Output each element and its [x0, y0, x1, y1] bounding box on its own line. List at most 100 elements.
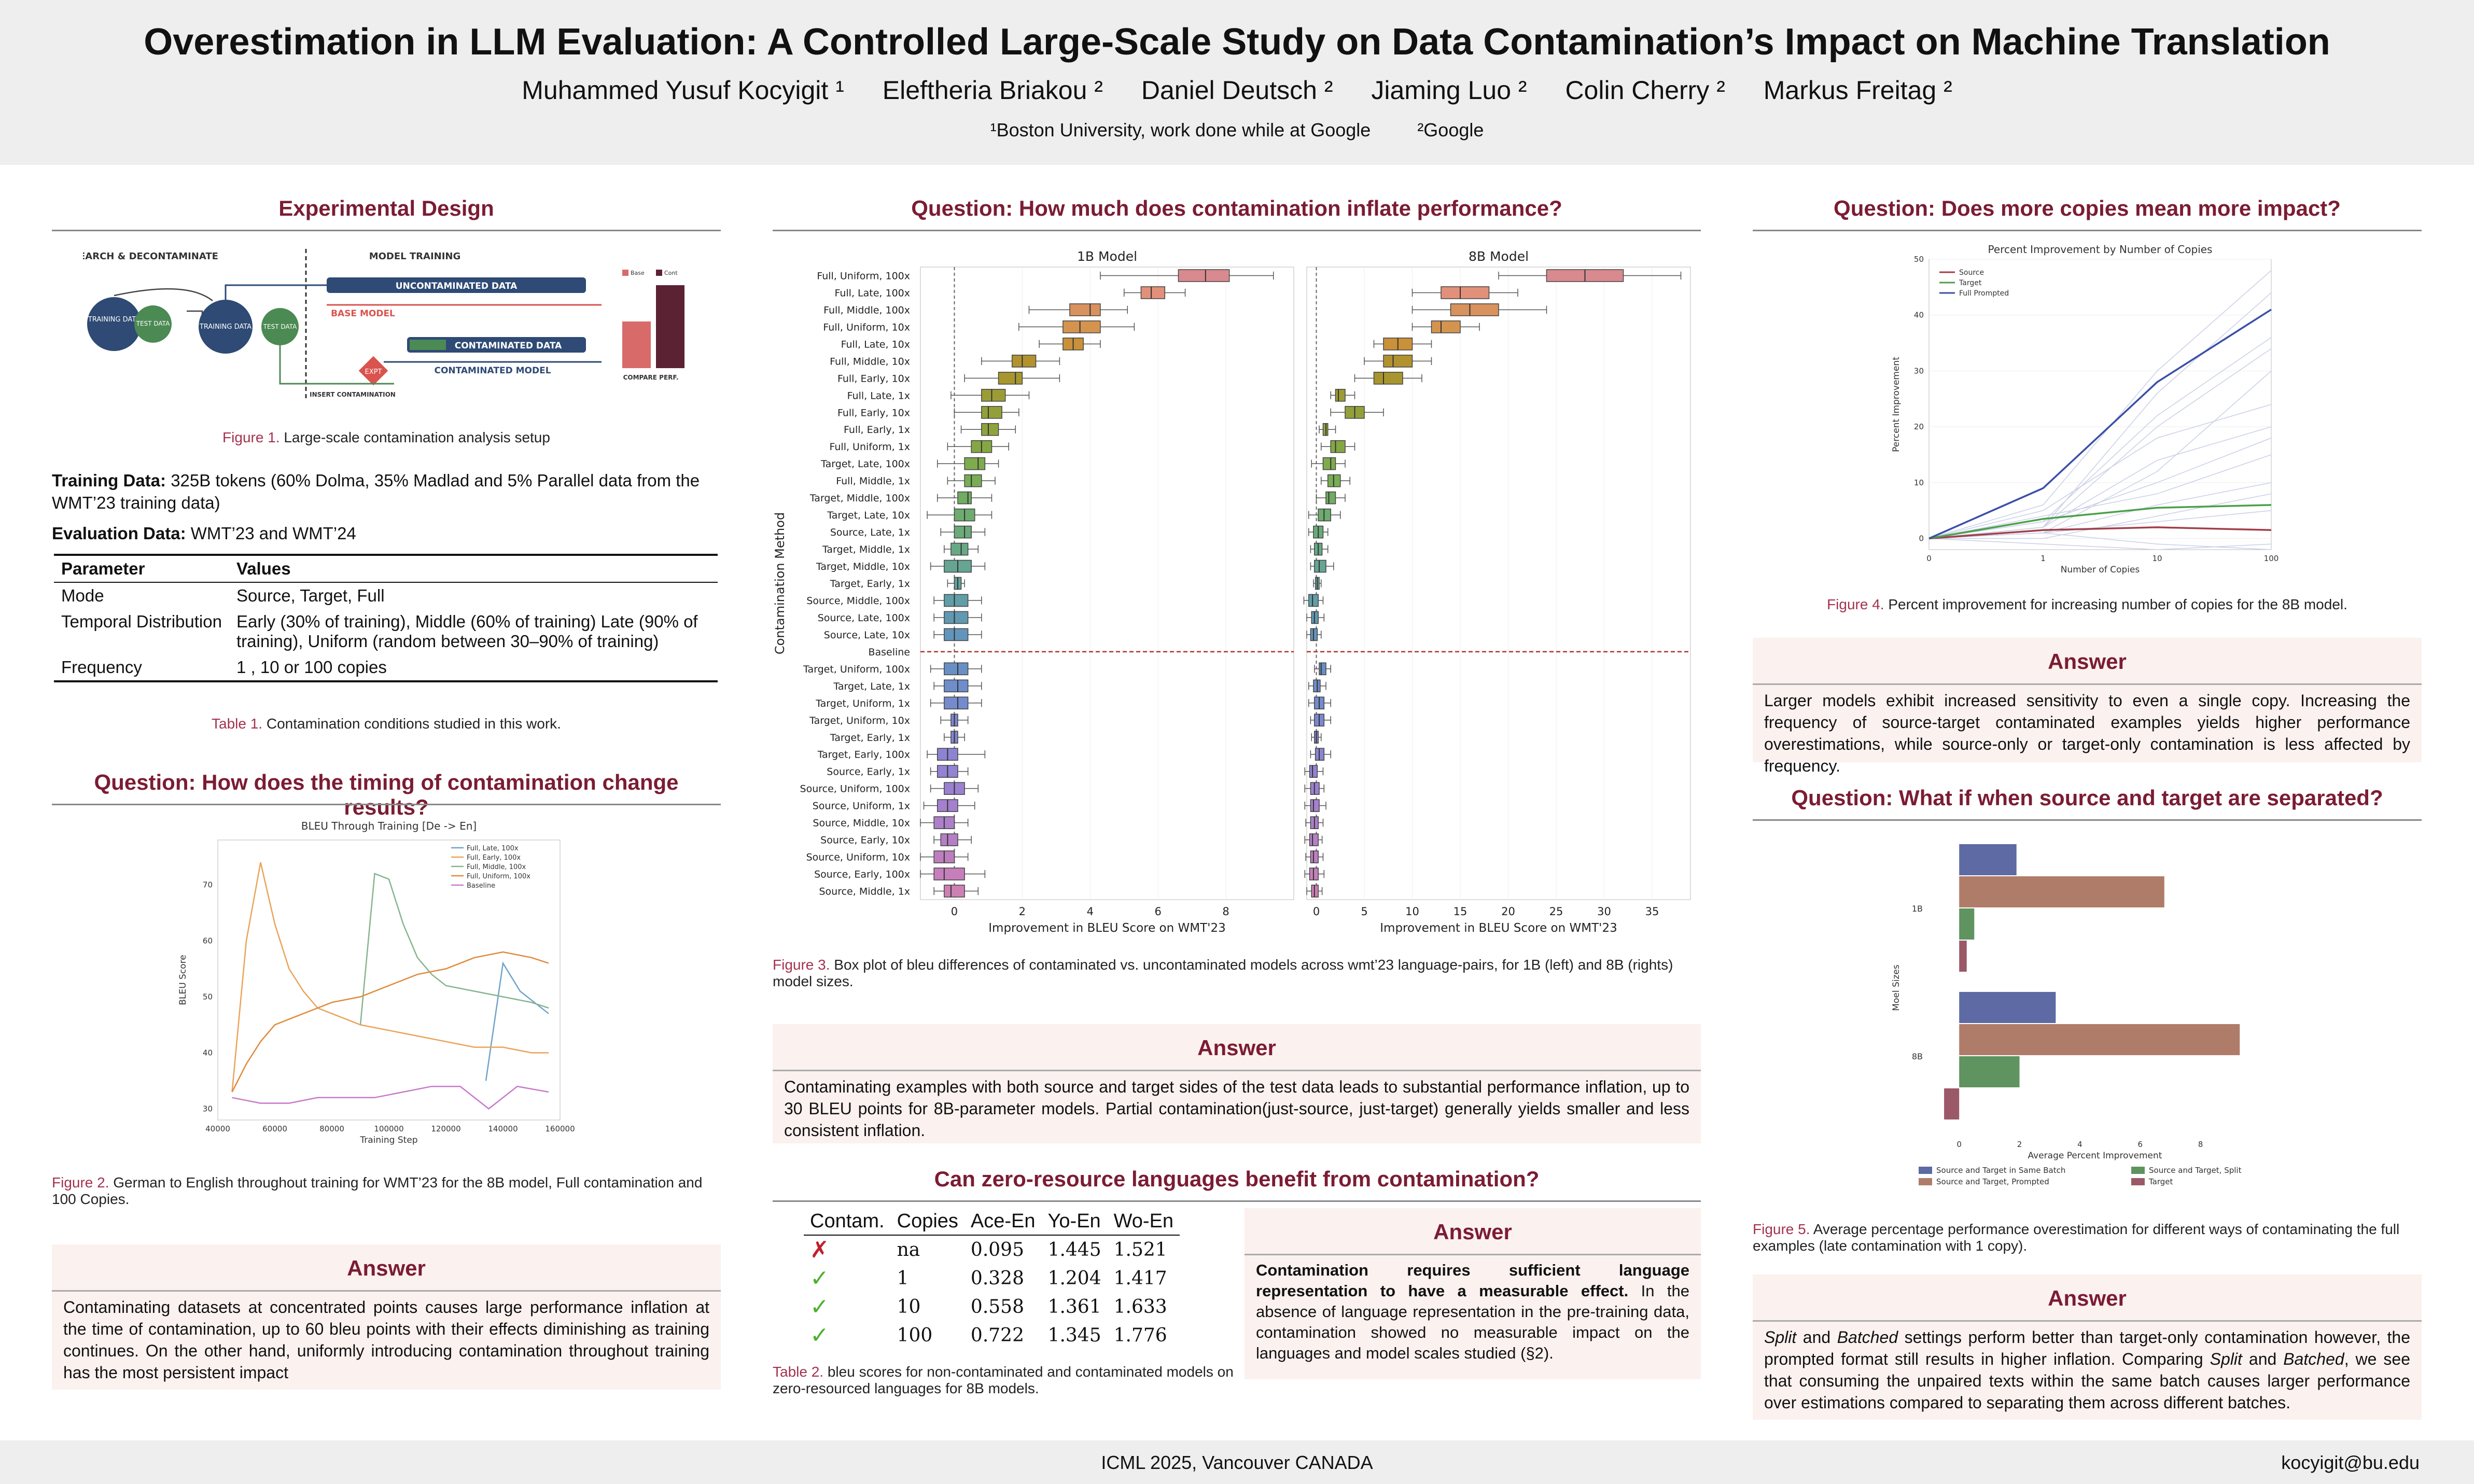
affiliations: ¹Boston University, work done while at G…	[0, 119, 2474, 141]
x-tick-label: 10	[1405, 905, 1419, 918]
category-label: Source, Uniform, 1x	[813, 801, 910, 812]
box	[957, 491, 972, 505]
section-rule	[52, 804, 721, 805]
box	[944, 594, 969, 607]
x-axis-label: Average Percent Improvement	[2028, 1151, 2162, 1161]
background-line	[1928, 532, 2272, 550]
cross-icon: ✗	[810, 1237, 829, 1263]
author: Jiaming Luo ²	[1371, 76, 1527, 105]
answer-text: Contaminating examples with both source …	[784, 1077, 1689, 1140]
author: Markus Freitag ²	[1763, 76, 1952, 105]
cont-perf-bar	[656, 285, 684, 368]
category-label: Full, Uniform, 1x	[829, 441, 910, 453]
section-rule	[1753, 819, 2422, 821]
author: Daniel Deutsch ²	[1141, 76, 1333, 105]
bar	[1959, 941, 1967, 972]
bar	[1959, 1024, 2240, 1055]
y-tick-label: 50	[203, 992, 213, 1001]
check-icon: ✓	[810, 1265, 829, 1292]
x-tick-label: 1	[2040, 554, 2046, 563]
diagram-label: MODEL TRAINING	[369, 251, 461, 262]
section-rule	[52, 230, 721, 231]
answer-box: Answer Larger models exhibit increased s…	[1753, 638, 2422, 775]
x-axis-label: Improvement in BLEU Score on WMT'23	[988, 921, 1226, 935]
box	[1330, 440, 1346, 453]
legend-label: Full, Middle, 100x	[467, 863, 526, 871]
category-label: Source, Early, 1x	[827, 766, 910, 778]
legend-label: Full, Early, 100x	[467, 854, 521, 862]
box	[1310, 799, 1320, 812]
x-tick-label: 35	[1645, 905, 1659, 918]
y-axis-label: BLEU Score	[178, 955, 188, 1005]
x-tick-label: 5	[1361, 905, 1367, 918]
x-tick-label: 4	[2077, 1140, 2082, 1149]
category-label: Target, Uniform, 10x	[809, 715, 910, 726]
section-title: Question: Does more copies mean more imp…	[1834, 196, 2341, 220]
box	[1383, 355, 1413, 368]
x-tick-label: 0	[1313, 905, 1320, 918]
category-label: Target, Early, 1x	[830, 578, 910, 590]
category-label: Full, Middle, 100x	[823, 304, 910, 316]
box	[944, 611, 969, 624]
category-label: Full, Early, 10x	[837, 407, 910, 418]
author-list: Muhammed Yusuf Kocyigit ¹ Eleftheria Bri…	[0, 75, 2474, 105]
category-label: Source, Middle, 1x	[819, 886, 910, 898]
box	[1325, 491, 1336, 505]
x-tick-label: 8	[1222, 905, 1229, 918]
category-label: 1B	[1912, 904, 1923, 914]
contamination-boxplot: Contamination Method Full, Uniform, 100x F…	[773, 249, 1691, 935]
category-label: Target, Late, 1x	[833, 681, 910, 692]
box	[933, 867, 965, 880]
plot-area	[920, 267, 1294, 900]
category-label: Target, Uniform, 100x	[803, 664, 910, 675]
section-title: Can zero-resource languages benefit from…	[934, 1167, 1540, 1191]
node-label: TRAINING DATA	[199, 323, 251, 331]
box	[951, 542, 969, 556]
bar	[1959, 1056, 2020, 1087]
x-tick-label: 40000	[205, 1124, 230, 1133]
check-icon: ✓	[810, 1322, 829, 1349]
legend-label: Target	[1959, 279, 1982, 287]
box	[1308, 594, 1319, 607]
y-tick-label: 40	[203, 1048, 213, 1057]
poster-footer: ICML 2025, Vancouver CANADA kocyigit@bu.…	[0, 1440, 2474, 1484]
figure-caption: Figure 5. Average percentage performance…	[1753, 1221, 2400, 1254]
series-line	[1928, 504, 2272, 540]
table-row: ✓ 100 0.722 1.345 1.776	[804, 1321, 1180, 1350]
box	[944, 696, 969, 710]
series-line	[485, 961, 549, 1081]
affiliation: ¹Boston University, work done while at G…	[990, 119, 1371, 141]
experimental-design-diagram: SEARCH & DECONTAMINATE MODEL TRAINING TR…	[83, 249, 684, 399]
background-line	[1929, 493, 2272, 539]
uncontaminated-data-bar	[327, 277, 586, 293]
x-tick-label: 0	[951, 905, 958, 918]
table-row: ✓ 10 0.558 1.361 1.633	[804, 1293, 1180, 1321]
box	[1322, 457, 1336, 470]
category-label: Target, Middle, 1x	[822, 544, 910, 555]
poster-header: Overestimation in LLM Evaluation: A Cont…	[0, 0, 2474, 165]
background-line	[1928, 348, 2272, 539]
bar	[1944, 1088, 1960, 1119]
y-axis-label: Contamination Method	[773, 512, 787, 654]
x-tick-label: 140000	[488, 1124, 518, 1133]
answer-heading: Answer	[1197, 1035, 1276, 1060]
table-row: ✓ 1 0.328 1.204 1.417	[804, 1264, 1180, 1293]
box	[1309, 765, 1318, 778]
box	[944, 885, 965, 898]
legend-label: Full, Uniform, 100x	[467, 873, 530, 880]
bar-label: CONTAMINATED DATA	[455, 341, 562, 351]
category-label: Source, Early, 10x	[820, 835, 910, 846]
category-label: Source, Uniform, 10x	[806, 852, 910, 863]
box	[1335, 389, 1346, 402]
table-caption: Table 1. Contamination conditions studie…	[212, 716, 561, 732]
author: Muhammed Yusuf Kocyigit ¹	[522, 76, 844, 105]
x-tick-label: 0	[1926, 554, 1932, 563]
plot-area	[217, 839, 561, 1121]
y-axis-label: Moel Sizes	[1891, 964, 1902, 1011]
legend-label: Baseline	[467, 882, 495, 890]
box	[964, 457, 986, 470]
legend-label: Full, Late, 100x	[467, 845, 519, 852]
category-label: Target, Late, 100x	[820, 458, 910, 470]
section-title: Question: How much does contamination in…	[911, 196, 1562, 220]
figure-caption: Figure 2. German to English throughout t…	[52, 1174, 703, 1207]
